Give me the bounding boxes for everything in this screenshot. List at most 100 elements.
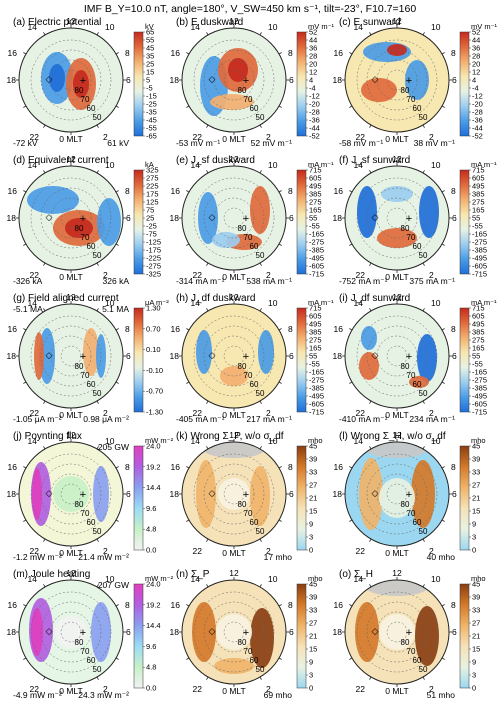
min-value: -58 mV m⁻¹ — [339, 138, 383, 148]
colorbar-tick-label: -385 — [309, 384, 324, 393]
colorbar-tick-label: -385 — [472, 246, 487, 255]
mlt-tick — [186, 466, 190, 469]
mlt-label: 10 — [105, 436, 115, 446]
colorbar-tick-label: 12 — [309, 68, 317, 77]
colorbar-tick-label: 715 — [472, 166, 485, 175]
colorbar-tick-label: 35 — [146, 52, 154, 61]
min-marker: ◇ — [372, 350, 379, 360]
mlt-label: 14 — [28, 22, 38, 32]
mlt-tick — [96, 538, 99, 542]
latitude-circle — [30, 453, 112, 535]
mlt-tick — [441, 519, 445, 522]
mlt-tick — [115, 381, 119, 384]
min-value: -72 kV — [13, 138, 38, 148]
colorbar-tick-label: 275 — [309, 336, 322, 345]
mlt-tick — [43, 32, 46, 36]
mlt-tick — [43, 584, 46, 588]
colorbar-unit: mW m⁻² — [145, 436, 174, 445]
mlt-label: 10 — [105, 22, 115, 32]
mlt-label: 6 — [126, 489, 131, 499]
mlt-label: 10 — [431, 298, 441, 308]
colorbar-tick-label: 45 — [472, 442, 480, 451]
mlt-tick — [349, 381, 353, 384]
colorbar-tick-label: 0.10 — [146, 345, 161, 354]
mlt-tick — [422, 676, 425, 680]
latitude-label: 80 — [401, 86, 410, 95]
latitude-circle — [193, 453, 275, 535]
mlt-label: 2 — [103, 270, 108, 280]
colorbar-tick-label: 0 — [309, 546, 313, 555]
mlt-tick — [441, 105, 445, 108]
colorbar-tick-label: -715 — [309, 408, 324, 417]
mlt-tick — [259, 400, 262, 404]
mlt-label: 8 — [451, 600, 456, 610]
max-value: 38 mV m⁻¹ — [414, 138, 455, 148]
field-region — [228, 58, 248, 82]
mlt-tick — [441, 243, 445, 246]
mlt-label: 0 MLT — [222, 686, 245, 696]
mlt-label: 10 — [268, 574, 278, 584]
colorbar-tick-label: -275 — [309, 238, 324, 247]
mlt-label: 8 — [288, 462, 293, 472]
mlt-label: 6 — [452, 489, 457, 499]
latitude-label: 50 — [256, 665, 265, 674]
mlt-label: 0 MLT — [59, 548, 82, 558]
mlt-tick — [96, 32, 99, 36]
colorbar-tick-label: 24.0 — [146, 442, 161, 451]
mlt-label: 18 — [333, 627, 343, 637]
min-marker: ◇ — [46, 74, 53, 84]
mlt-tick — [369, 400, 372, 404]
colorbar-tick-label: 33 — [309, 606, 317, 615]
mlt-label: 8 — [288, 324, 293, 334]
colorbar-tick-label: -385 — [309, 246, 324, 255]
colorbar-tick-label: 12 — [472, 68, 480, 77]
mlt-tick — [23, 190, 27, 193]
top-right-value: 205 GW — [98, 442, 129, 452]
latitude-circle — [386, 69, 408, 91]
mlt-tick — [115, 190, 119, 193]
mlt-label: 16 — [171, 462, 181, 472]
field-region — [204, 442, 264, 458]
field-region — [250, 466, 270, 526]
figure-header: IMF B_Y=10.0 nT, angle=180°, V_SW=450 km… — [84, 3, 416, 15]
mlt-label: 2 — [103, 408, 108, 418]
mlt-tick — [206, 124, 209, 128]
colorbar-tick-label: -20 — [472, 100, 483, 109]
colorbar-tick-label: -12 — [472, 92, 483, 101]
mlt-label: 14 — [28, 574, 38, 584]
latitude-label: 50 — [419, 527, 428, 536]
polar-field — [182, 166, 286, 270]
mlt-label: 10 — [431, 436, 441, 446]
mlt-label: 12 — [66, 430, 76, 440]
colorbar-tick-label: 25 — [146, 214, 154, 223]
colorbar-tick-label: -35 — [146, 108, 157, 117]
colorbar-tick-label: -275 — [309, 376, 324, 385]
mlt-tick — [349, 466, 353, 469]
latitude-label: 60 — [87, 104, 96, 113]
colorbar-unit: kA — [145, 160, 154, 169]
mlt-label: 0 MLT — [59, 272, 82, 282]
max-marker: + — [406, 351, 412, 363]
min-value: -1.05 μA m⁻² — [13, 414, 62, 424]
panel-title: (b) E duskward — [176, 17, 243, 28]
latitude-circle — [366, 601, 428, 663]
field-region — [381, 186, 413, 202]
colorbar-unit: mho — [471, 574, 486, 583]
colorbar-tick-label: -385 — [472, 384, 487, 393]
mlt-tick — [186, 52, 190, 55]
mlt-label: 10 — [268, 436, 278, 446]
colorbar-tick-label: -1.30 — [146, 408, 163, 417]
mlt-label: 18 — [170, 489, 180, 499]
mlt-label: 12 — [392, 16, 402, 26]
max-marker: + — [406, 75, 412, 87]
mlt-label: 10 — [268, 298, 278, 308]
latitude-circle — [203, 463, 265, 525]
mlt-tick — [369, 262, 372, 266]
colorbar-tick-label: -55 — [146, 124, 157, 133]
mlt-label: 22 — [193, 408, 203, 418]
mlt-tick — [259, 676, 262, 680]
colorbar-tick-label: 15 — [472, 507, 480, 516]
colorbar-tick-label: 1.30 — [146, 304, 161, 313]
